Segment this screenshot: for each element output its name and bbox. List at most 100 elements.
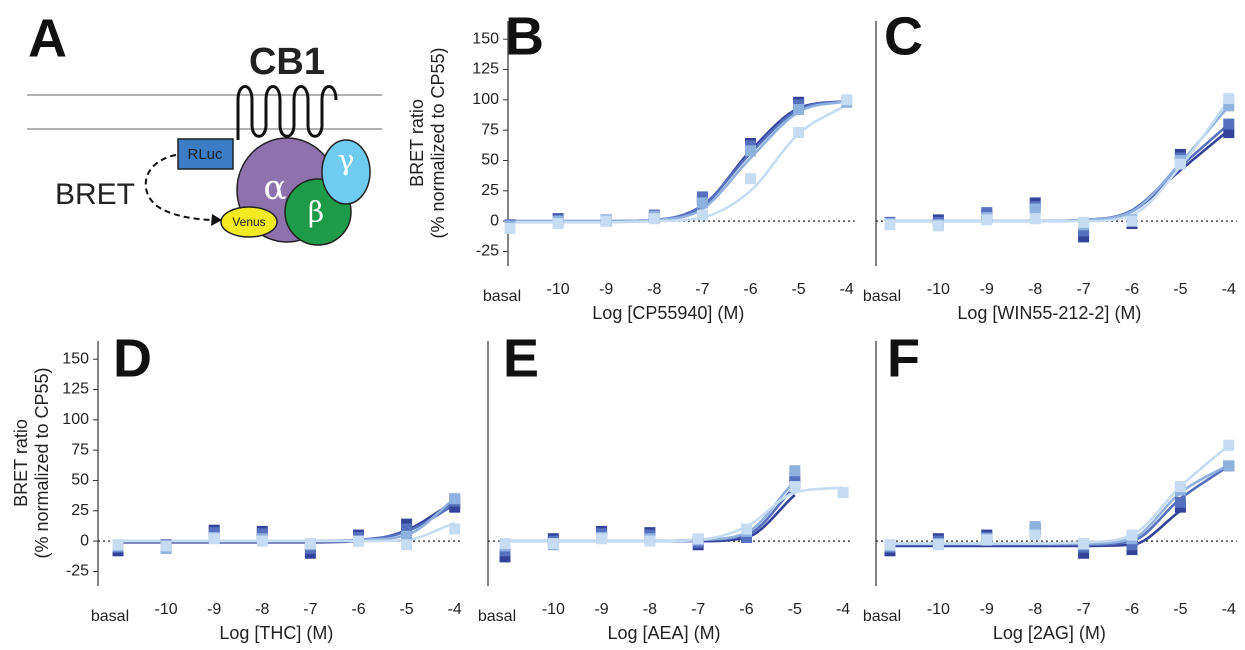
data-point [1174,158,1186,170]
panel-label: C [884,6,923,66]
y-tick-label: 75 [71,441,89,458]
data-point [112,539,124,551]
data-point [981,534,993,546]
data-point [696,197,708,209]
data-point [401,523,413,535]
data-point [1029,203,1041,215]
data-point [1078,225,1090,237]
data-point [1223,93,1235,105]
data-point [884,219,896,231]
x-tick-label: -6 [743,281,757,298]
data-point [1029,529,1041,541]
receptor-helices [236,85,338,140]
acceptor-label: Venus [232,215,265,229]
y-tick-label: 100 [472,91,499,108]
chart-panel: basal -10 -9 -8 -7 -6 -5 -4 Log [AEA] (M) E [478,328,852,643]
y-axis-label: (% normalized to CP55) [32,367,52,558]
data-point [981,214,993,226]
data-point [401,530,413,542]
x-tick-label: -10 [542,601,565,618]
x-tick-label: -8 [255,601,269,618]
panel-label: D [113,328,152,388]
data-point [499,538,511,550]
x-tick-label: -6 [1125,601,1139,618]
data-point [596,533,608,545]
x-tick-label: -9 [599,281,613,298]
x-tick-label: basal [863,288,901,305]
data-point [884,539,896,551]
y-tick-label: 25 [71,502,89,519]
data-point [547,538,559,550]
x-tick-label: -5 [788,601,802,618]
acceptor-shape [220,206,278,238]
data-point [552,218,564,230]
diagram-a: A CB1 α β γ RLuc Venus BRET [27,8,382,246]
y-tick-label: 100 [62,411,89,428]
y-tick-label: 125 [62,381,89,398]
y-tick-label: 150 [472,30,499,47]
x-tick-label: basal [863,608,901,625]
panel-label: E [503,328,539,388]
data-point [304,538,316,550]
x-tick-label: -9 [207,601,221,618]
x-tick-label: basal [91,608,129,625]
beta-label: β [308,196,324,229]
data-point [692,533,704,545]
x-tick-label: -9 [980,281,994,298]
data-point [1223,439,1235,451]
panel-label: A [28,8,67,68]
y-tick-label: 50 [71,472,89,489]
x-tick-label: -8 [643,601,657,618]
fit-curve [510,99,847,223]
data-point [1029,213,1041,225]
data-point [745,145,756,157]
chart-panel: basal -10 -9 -8 -7 -6 -5 -4 Log [2AG] (M) F [863,328,1237,643]
y-tick-label: 25 [481,182,499,199]
data-point [1126,215,1138,227]
data-point [793,127,805,139]
x-tick-label: -5 [791,281,805,298]
data-point [841,94,853,106]
data-point [449,501,461,513]
y-tick-label: 0 [490,212,499,229]
data-point [256,535,268,547]
x-tick-label: -6 [351,601,365,618]
data-point [1223,118,1235,130]
x-tick-label: -9 [980,601,994,618]
data-point [600,215,612,227]
x-tick-label: -8 [1028,601,1042,618]
data-point [504,222,516,234]
x-tick-label: -8 [647,281,661,298]
data-point [1223,127,1235,139]
data-point [1078,231,1090,243]
x-tick-label: -10 [155,601,178,618]
x-tick-label: -4 [1222,601,1236,618]
data-point [741,523,752,535]
data-point [208,533,220,545]
x-tick-label: -7 [303,601,317,618]
data-point [648,213,660,225]
x-tick-label: -5 [399,601,413,618]
x-tick-label: -4 [1222,281,1236,298]
x-tick-label: -7 [695,281,709,298]
alpha-label: α [264,168,287,208]
data-point [1078,216,1090,228]
x-tick-label: -10 [927,601,950,618]
receptor-label: CB1 [249,41,325,83]
x-tick-label: -5 [1173,601,1187,618]
x-tick-label: -10 [547,281,570,298]
y-axis-label: BRET ratio [11,419,31,507]
data-point [745,173,756,185]
data-point [353,535,364,547]
data-point [449,523,461,535]
x-tick-label: -4 [448,601,462,618]
data-point [1174,496,1186,508]
x-tick-label: -6 [1125,281,1139,298]
data-point [449,493,461,505]
data-point [789,465,801,477]
data-point [789,481,801,493]
data-point [1174,481,1186,493]
bret-label: BRET [55,178,135,211]
data-point [1126,529,1138,541]
x-tick-label: basal [483,288,521,305]
